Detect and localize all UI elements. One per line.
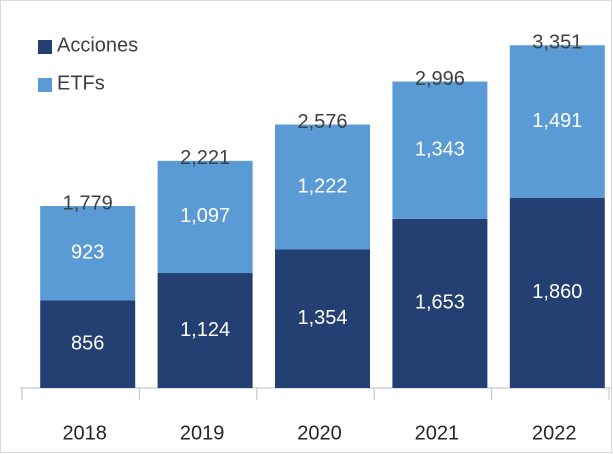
- value-label: 1,860: [532, 281, 582, 303]
- value-label: 1,491: [532, 110, 582, 132]
- total-label: 3,351: [532, 32, 582, 54]
- bar-segment: [157, 273, 253, 388]
- x-tick-label: 2018: [62, 422, 107, 444]
- total-label: 1,779: [63, 192, 113, 214]
- value-label: 923: [71, 242, 104, 264]
- x-tick-label: 2021: [415, 422, 460, 444]
- x-tick-label: 2020: [297, 422, 342, 444]
- value-label: 1,354: [297, 307, 347, 329]
- total-label: 2,576: [297, 111, 347, 133]
- x-tick-label: 2019: [180, 422, 225, 444]
- bar-segment: [40, 206, 136, 301]
- bar-segment: [392, 218, 488, 388]
- bar-segment: [509, 45, 605, 198]
- value-label: 856: [71, 333, 104, 355]
- value-label: 1,124: [180, 319, 230, 341]
- bar-segment: [392, 81, 488, 219]
- bar-segment: [40, 300, 136, 388]
- legend-swatch: [38, 78, 52, 92]
- bar-segment: [509, 197, 605, 388]
- total-label: 2,996: [415, 68, 465, 90]
- value-label: 1,653: [415, 292, 465, 314]
- x-tick-label: 2022: [532, 422, 577, 444]
- value-label: 1,222: [297, 175, 347, 197]
- legend-label: ETFs: [57, 72, 105, 94]
- bar-segment: [275, 249, 370, 388]
- total-label: 2,221: [180, 147, 230, 169]
- legend-swatch: [38, 40, 52, 54]
- value-label: 1,343: [415, 139, 465, 161]
- bar-segment: [275, 124, 370, 250]
- value-label: 1,097: [180, 205, 230, 227]
- bar-segment: [157, 160, 253, 274]
- legend-label: Acciones: [57, 34, 138, 56]
